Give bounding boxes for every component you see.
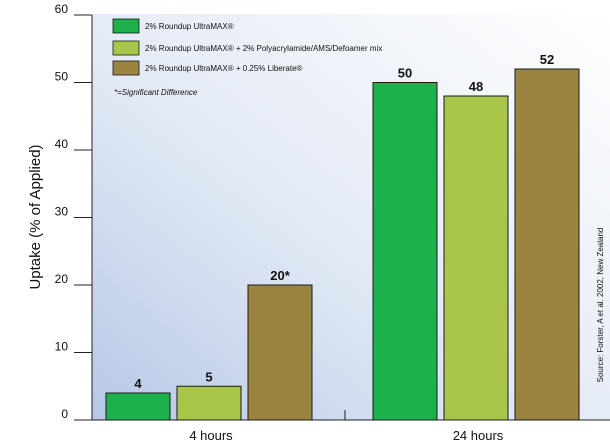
legend-swatch	[112, 40, 140, 56]
y-tick-label: 60	[55, 2, 69, 16]
y-tick-label: 30	[55, 205, 69, 219]
bars	[105, 68, 580, 421]
legend: 2% Roundup UltraMAX® 2% Roundup UltraMAX®…	[112, 18, 382, 76]
bar	[247, 284, 313, 421]
legend-swatch	[112, 18, 140, 34]
y-axis: 0 10 20 30 40 50 60	[55, 2, 93, 421]
y-tick-label: 0	[61, 407, 68, 421]
legend-swatch	[112, 60, 140, 76]
source-note: Source: Forster, A et al. 2002, New Zeal…	[596, 228, 605, 383]
y-tick-label: 40	[55, 137, 69, 151]
bar-value-label: 4	[134, 376, 142, 391]
bar-value-label: 50	[398, 66, 412, 81]
bar-value-label: 48	[469, 79, 483, 94]
bar	[443, 95, 509, 421]
x-category-label: 4 hours	[189, 428, 233, 443]
bar	[176, 385, 242, 421]
bar-value-label: 5	[205, 369, 212, 384]
bar-value-label: 20*	[270, 268, 290, 283]
significance-note: *=Significant Difference	[114, 88, 198, 97]
y-tick-label: 20	[55, 272, 69, 286]
legend-label: 2% Roundup UltraMAX® + 0.25% Liberate®	[145, 64, 303, 73]
bar	[372, 82, 438, 421]
legend-label: 2% Roundup UltraMAX®	[145, 22, 234, 31]
y-axis-label: Uptake (% of Applied)	[27, 144, 44, 289]
data-labels: 4 5 20* 50 48 52	[134, 52, 554, 391]
legend-label: 2% Roundup UltraMAX® + 2% Polyacrylamide…	[145, 44, 382, 53]
y-tick-label: 10	[55, 340, 69, 354]
y-tick-label: 50	[55, 70, 69, 84]
bar	[105, 392, 171, 421]
bar	[514, 68, 580, 421]
bar-value-label: 52	[540, 52, 554, 67]
x-category-label: 24 hours	[453, 428, 504, 443]
